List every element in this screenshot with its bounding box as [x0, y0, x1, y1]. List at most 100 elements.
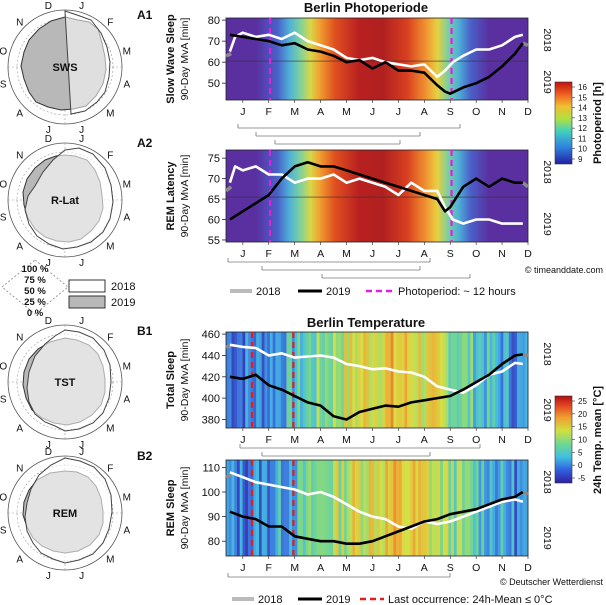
temperature-stripe	[451, 460, 455, 556]
temperature-stripe	[434, 460, 438, 556]
temperature-stripe	[269, 332, 274, 428]
temperature-stripe	[368, 332, 372, 428]
polar-month-label: O	[0, 361, 7, 372]
polar-month-label: N	[16, 333, 23, 344]
temperature-stripe	[398, 460, 403, 556]
y-tick-label: 80	[208, 15, 220, 27]
x-tick-label: J	[396, 434, 401, 446]
series-2018-start-trace	[225, 52, 232, 58]
temperature-stripe	[291, 460, 296, 556]
temperature-stripe	[382, 460, 386, 556]
x-tick-label: S	[447, 106, 454, 118]
legend-label-photoperiod: Photoperiod: ~ 12 hours	[398, 286, 516, 298]
temperature-stripe	[349, 332, 353, 428]
temperature-stripe	[253, 332, 257, 428]
y-tick-label: 400	[202, 393, 220, 405]
temperature-stripe	[228, 332, 232, 428]
temperature-stripe	[258, 460, 263, 556]
temperature-stripe	[333, 332, 337, 428]
temperature-stripe	[390, 460, 394, 556]
photoperiod-title: Berlin Photoperiode	[304, 0, 428, 15]
temperature-stripe	[245, 460, 249, 556]
x-tick-label: D	[524, 106, 532, 118]
temperature-stripe	[489, 332, 493, 428]
temperature-stripe	[514, 332, 518, 428]
temperature-stripe	[360, 460, 364, 556]
y-tick-label: 100	[202, 487, 220, 499]
temperature-stripe	[390, 332, 394, 428]
temperature-stripe	[324, 332, 328, 428]
temperature-stripe	[492, 460, 496, 556]
temperature-stripe	[517, 332, 521, 428]
temperature-stripe	[319, 460, 323, 556]
temperature-stripe	[327, 332, 331, 428]
temperature-stripe	[431, 332, 436, 428]
x-tick-label: J	[396, 562, 401, 574]
polar-month-label: S	[0, 213, 7, 224]
temperature-stripe	[387, 460, 392, 556]
polar-legend-diamond	[1, 259, 69, 315]
x-tick-label: A	[421, 248, 428, 260]
temperature-stripe	[305, 460, 309, 556]
temperature-stripe	[286, 460, 290, 556]
temperature-stripe	[330, 460, 334, 556]
polar-month-label: M	[123, 361, 131, 372]
temperature-stripe	[497, 460, 501, 556]
temperature-stripe	[346, 332, 350, 428]
temperature-stripe	[396, 332, 400, 428]
temperature-stripe	[308, 332, 312, 428]
temperature-stripe	[470, 332, 474, 428]
panel-label-b2: B2	[137, 449, 153, 463]
temperature-stripe	[401, 460, 405, 556]
temperature-stripe	[431, 460, 436, 556]
temperature-stripe	[247, 460, 252, 556]
temperature-stripe	[234, 460, 238, 556]
polar-2018-area	[24, 147, 114, 250]
colorbar-tick-label: 10	[578, 145, 587, 154]
temperature-stripe	[327, 460, 331, 556]
temperature-stripe	[363, 332, 367, 428]
temperature-stripe	[280, 332, 285, 428]
temperature-stripe	[404, 332, 408, 428]
temperature-stripe	[278, 332, 282, 428]
polar-month-label: J	[79, 134, 84, 145]
series-2018-start-trace	[225, 473, 232, 479]
temperature-stripe	[366, 332, 370, 428]
x-tick-label: D	[524, 434, 532, 446]
temperature-stripe	[382, 332, 386, 428]
temperature-stripe	[335, 460, 339, 556]
temperature-stripe	[503, 460, 507, 556]
temperature-stripe	[456, 460, 460, 556]
polar-month-label: J	[79, 1, 84, 12]
temperature-stripe	[385, 332, 389, 428]
temperature-stripe	[264, 332, 268, 428]
temperature-stripe	[464, 332, 468, 428]
year-label-bottom: 2019	[541, 398, 553, 422]
temperature-stripe	[497, 332, 501, 428]
polar-legend-swatch-2019	[68, 295, 106, 309]
polar-month-label: O	[0, 46, 7, 57]
temperature-stripe	[456, 332, 460, 428]
polar-month-label: M	[123, 46, 131, 57]
colorbar-tick-label: 13	[578, 114, 587, 123]
plot-frame	[225, 331, 529, 429]
temperature-stripe	[278, 460, 282, 556]
temperature-stripe	[280, 460, 285, 556]
polar-month-label: N	[16, 464, 23, 475]
series-2019-end-trace	[522, 41, 529, 47]
temperature-stripe	[256, 460, 260, 556]
colorbar-tick-label: 9	[578, 155, 583, 164]
temperature-stripe	[409, 460, 414, 556]
temperature-stripe	[522, 460, 526, 556]
temperature-stripe	[434, 332, 438, 428]
series-2019-line	[229, 33, 524, 95]
temperature-stripe	[256, 332, 260, 428]
x-tick-label: N	[498, 106, 506, 118]
temperature-stripe	[311, 332, 315, 428]
temperature-stripe	[283, 460, 287, 556]
x-tick-label: J	[240, 106, 245, 118]
x-tick-label: M	[290, 106, 299, 118]
polar-month-label: D	[45, 134, 52, 145]
x-tick-label: S	[447, 248, 454, 260]
